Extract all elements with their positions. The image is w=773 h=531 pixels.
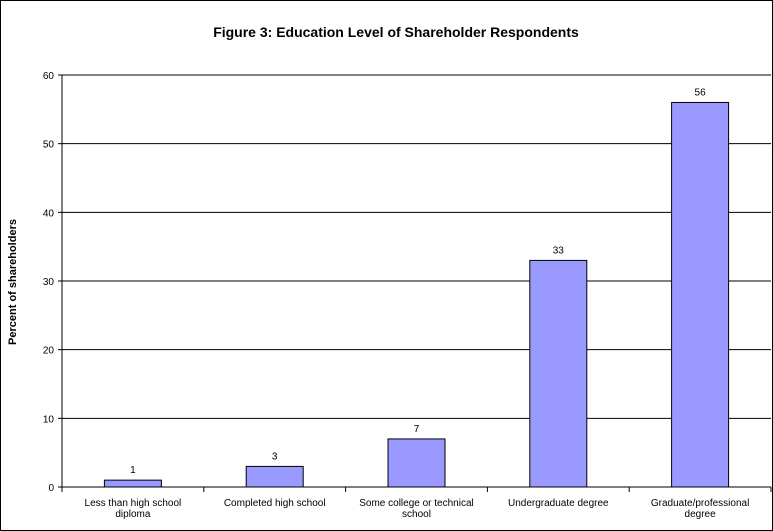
data-label: 3: [272, 451, 278, 462]
y-tick-label: 20: [43, 346, 55, 357]
x-category-label: diploma: [115, 509, 150, 520]
y-tick-label: 30: [43, 277, 55, 288]
x-category-label: Some college or technical: [359, 498, 474, 509]
data-label: 33: [553, 245, 565, 256]
y-tick-label: 50: [43, 140, 55, 151]
y-tick-label: 40: [43, 208, 55, 219]
x-category-label: Less than high school: [85, 498, 182, 509]
y-tick-label: 10: [43, 414, 55, 425]
bars: [103, 101, 730, 488]
y-tick-label: 0: [48, 483, 54, 494]
bar: [529, 259, 588, 488]
x-category-label: Undergraduate degree: [508, 498, 609, 509]
y-axis-ticks: 0 10 20 30 40 50 60: [43, 71, 55, 494]
y-tick-label: 60: [43, 71, 55, 82]
bar: [245, 465, 304, 488]
bar: [387, 438, 446, 488]
data-label: 7: [414, 424, 420, 435]
data-labels: 1 3 7 33 56: [130, 87, 706, 476]
y-axis-title: Percent of shareholders: [7, 219, 19, 345]
axes: [58, 74, 772, 492]
x-category-label: degree: [685, 509, 717, 520]
x-category-label: Graduate/professional: [651, 498, 749, 509]
data-label: 1: [130, 465, 136, 476]
chart-title: Figure 3: Education Level of Shareholder…: [213, 24, 579, 40]
x-category-label: school: [402, 509, 431, 520]
x-category-label: Completed high school: [224, 498, 326, 509]
data-label: 56: [695, 87, 707, 98]
gridlines: [62, 74, 771, 419]
bar: [671, 101, 730, 488]
bar: [103, 479, 162, 488]
